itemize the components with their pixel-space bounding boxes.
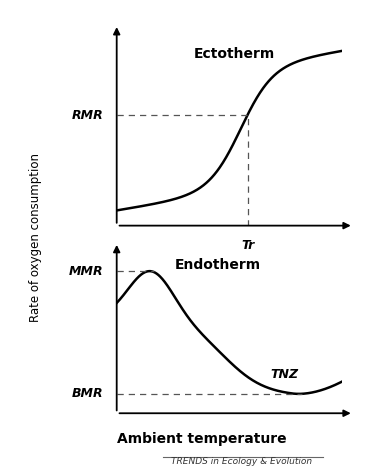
Text: TNZ: TNZ bbox=[270, 368, 298, 381]
Text: Ambient temperature: Ambient temperature bbox=[117, 432, 287, 446]
Text: Rate of oxygen consumption: Rate of oxygen consumption bbox=[28, 153, 42, 322]
Text: MMR: MMR bbox=[68, 265, 103, 277]
Text: BMR: BMR bbox=[72, 388, 103, 400]
Text: RMR: RMR bbox=[72, 109, 103, 122]
Text: Endotherm: Endotherm bbox=[175, 258, 261, 272]
Text: TRENDS in Ecology & Evolution: TRENDS in Ecology & Evolution bbox=[171, 457, 312, 466]
Text: Ectotherm: Ectotherm bbox=[193, 47, 275, 61]
Text: Tr: Tr bbox=[241, 239, 254, 252]
